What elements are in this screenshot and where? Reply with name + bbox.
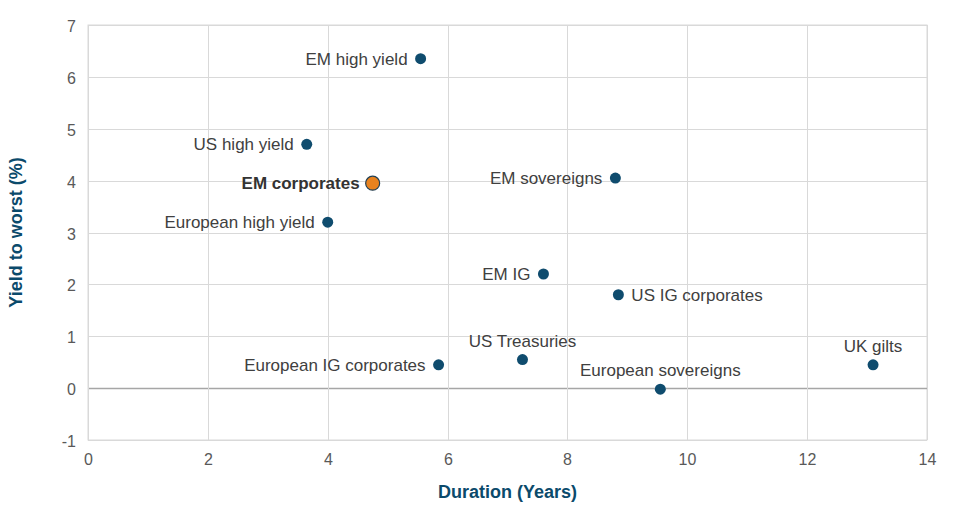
tick-label: 2 — [204, 451, 213, 468]
point-label: EM high yield — [306, 50, 408, 69]
grid-line — [807, 25, 808, 440]
tick-label: 12 — [799, 451, 817, 468]
point — [517, 354, 528, 365]
tick-label: 6 — [67, 70, 76, 87]
grid-line — [567, 25, 568, 440]
point-label: UK gilts — [844, 337, 903, 356]
tick-label: 3 — [67, 226, 76, 243]
point-label: European high yield — [164, 213, 314, 232]
point — [610, 173, 621, 184]
zero-line — [88, 388, 927, 390]
point-label: European IG corporates — [244, 356, 425, 375]
point-label: US IG corporates — [631, 286, 762, 305]
point — [322, 217, 333, 228]
point-label: European sovereigns — [580, 361, 741, 380]
point — [301, 139, 312, 150]
tick-label: 6 — [444, 451, 453, 468]
grid-line — [88, 440, 927, 441]
point-label: US high yield — [194, 135, 294, 154]
grid-line — [88, 233, 927, 234]
point-label: EM IG — [482, 265, 530, 284]
grid-line — [927, 25, 928, 440]
tick-label: 2 — [67, 277, 76, 294]
grid-line — [88, 25, 89, 440]
point — [538, 269, 549, 280]
tick-label: 5 — [67, 122, 76, 139]
point — [868, 359, 879, 370]
tick-label: 7 — [67, 18, 76, 35]
point — [613, 289, 624, 300]
tick-label: 10 — [679, 451, 697, 468]
tick-label: -1 — [62, 433, 76, 450]
tick-label: 14 — [919, 451, 937, 468]
point-label: EM sovereigns — [490, 169, 602, 188]
grid-line — [88, 284, 927, 285]
grid-line — [88, 129, 927, 130]
tick-label: 0 — [67, 381, 76, 398]
point — [415, 53, 426, 64]
tick-label: 4 — [324, 451, 333, 468]
tick-label: 4 — [67, 174, 76, 191]
chart: -10123456702468101214Duration (Years)Yie… — [0, 0, 960, 510]
y-axis-title: Yield to worst (%) — [6, 157, 26, 307]
point — [655, 384, 666, 395]
point-label: US Treasuries — [469, 332, 577, 351]
plot-frame — [88, 25, 927, 440]
point-label: EM corporates — [242, 174, 360, 193]
tick-label: 1 — [67, 329, 76, 346]
grid-line — [88, 77, 927, 78]
tick-label: 8 — [563, 451, 572, 468]
grid-line — [328, 25, 329, 440]
points — [301, 53, 878, 394]
grid-line — [208, 25, 209, 440]
point — [366, 176, 380, 190]
grid-line — [88, 25, 927, 26]
point — [433, 359, 444, 370]
x-axis-title: Duration (Years) — [438, 482, 577, 502]
tick-label: 0 — [84, 451, 93, 468]
grid-line — [448, 25, 449, 440]
